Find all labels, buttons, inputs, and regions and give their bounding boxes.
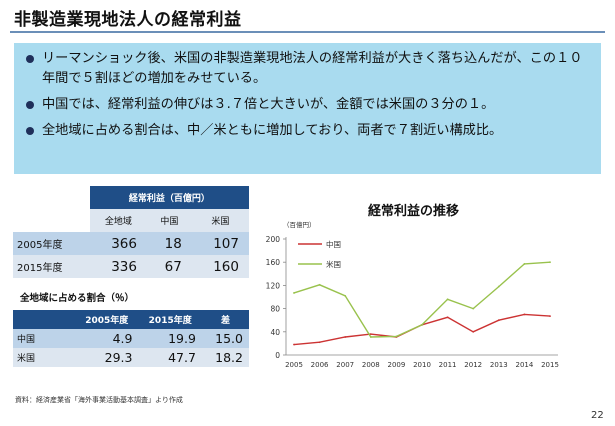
data-point bbox=[293, 292, 295, 294]
data-point bbox=[497, 319, 500, 322]
bullet-dot-icon bbox=[26, 127, 34, 135]
data-point bbox=[523, 313, 526, 316]
x-tick-label: 2005 bbox=[285, 361, 303, 369]
x-tick-label: 2011 bbox=[439, 361, 457, 369]
row-label: 2005年度 bbox=[13, 232, 90, 255]
title-divider bbox=[10, 31, 605, 33]
data-point bbox=[472, 330, 475, 333]
y-tick-label: 160 bbox=[266, 258, 281, 267]
bullet-item: リーマンショック後、米国の非製造業現地法人の経常利益が大きく落ち込んだが、この１… bbox=[26, 49, 591, 89]
table-row: 2015年度 336 67 160 bbox=[13, 255, 249, 278]
data-point bbox=[446, 316, 449, 319]
slide-title: 非製造業現地法人の経常利益 bbox=[14, 10, 242, 30]
column-header: 米国 bbox=[191, 209, 249, 232]
row-label: 中国 bbox=[13, 329, 75, 348]
x-tick-label: 2010 bbox=[413, 361, 431, 369]
data-point bbox=[369, 333, 372, 336]
data-point bbox=[318, 341, 321, 344]
table-header-row: 経常利益（百億円） bbox=[13, 186, 249, 209]
column-header: 差 bbox=[201, 310, 249, 329]
table-header-row: 2005年度 2015年度 差 bbox=[13, 310, 249, 329]
table-row: 2005年度 366 18 107 bbox=[13, 232, 249, 255]
legend-label: 中国 bbox=[326, 239, 341, 249]
data-point bbox=[446, 298, 449, 301]
legend-label: 米国 bbox=[326, 259, 341, 269]
x-tick-label: 2008 bbox=[362, 361, 380, 369]
data-point bbox=[421, 323, 423, 326]
table-cell: 18 bbox=[146, 232, 192, 255]
table-cell: 18.2 bbox=[201, 348, 249, 367]
data-point bbox=[497, 285, 500, 288]
column-header: 2005年度 bbox=[75, 310, 139, 329]
y-tick-label: 0 bbox=[275, 351, 280, 360]
y-tick-label: 80 bbox=[270, 305, 280, 314]
data-point bbox=[369, 336, 372, 338]
bullet-item: 全地域に占める割合は、中／米ともに増加しており、両者で７割近い構成比。 bbox=[26, 121, 591, 141]
data-point bbox=[549, 315, 551, 318]
row-label: 2015年度 bbox=[13, 255, 90, 278]
x-tick-label: 2009 bbox=[387, 361, 405, 369]
y-tick-label: 200 bbox=[266, 235, 281, 244]
table-cell: 19.9 bbox=[138, 329, 202, 348]
source-note: 資料：経済産業省「海外事業活動基本調査」より作成 bbox=[15, 396, 183, 404]
data-point bbox=[549, 261, 551, 264]
table-header-row: 全地域 中国 米国 bbox=[13, 209, 249, 232]
column-header: 2015年度 bbox=[138, 310, 202, 329]
profit-table: 経常利益（百億円） 全地域 中国 米国 2005年度 366 18 107 20… bbox=[13, 186, 249, 278]
share-table-caption: 全地域に占める割合（％） bbox=[20, 293, 135, 304]
table-cell: 4.9 bbox=[75, 329, 139, 348]
data-point bbox=[293, 343, 295, 346]
series-line-2 bbox=[293, 261, 551, 338]
data-point bbox=[344, 336, 347, 338]
summary-box: リーマンショック後、米国の非製造業現地法人の経常利益が大きく落ち込んだが、この１… bbox=[14, 43, 601, 174]
x-tick-label: 2012 bbox=[464, 361, 482, 369]
data-point bbox=[472, 307, 475, 310]
table-cell: 15.0 bbox=[201, 329, 249, 348]
bullet-item: 中国では、経常利益の伸びは３.７倍と大きいが、金額では米国の３分の１。 bbox=[26, 95, 591, 115]
data-point bbox=[344, 294, 347, 297]
data-point bbox=[523, 263, 526, 265]
table-cell: 47.7 bbox=[138, 348, 202, 367]
table-cell: 366 bbox=[89, 232, 147, 255]
page-number: 22 bbox=[591, 410, 604, 421]
x-tick-label: 2007 bbox=[336, 361, 354, 369]
table-group-header: 経常利益（百億円） bbox=[89, 186, 249, 209]
series-line-1 bbox=[293, 313, 551, 346]
table-row: 米国 29.3 47.7 18.2 bbox=[13, 348, 249, 367]
profit-trend-chart: 0 40 80 120 160 200 2005 2006 2007 2008 2009 2010 20… bbox=[266, 235, 559, 369]
x-tick-label: 2015 bbox=[541, 361, 559, 369]
chart-title: 経常利益の推移 bbox=[368, 204, 460, 219]
data-point bbox=[395, 335, 398, 338]
x-tick-label: 2014 bbox=[515, 361, 533, 369]
column-header bbox=[13, 310, 75, 329]
table-cell: 107 bbox=[191, 232, 249, 255]
y-tick-label: 120 bbox=[266, 281, 281, 290]
bullet-dot-icon bbox=[26, 55, 34, 63]
table-cell: 336 bbox=[89, 255, 147, 278]
chart-unit-label: （百億円） bbox=[283, 221, 316, 229]
table-cell: 29.3 bbox=[75, 348, 139, 367]
table-cell: 67 bbox=[146, 255, 192, 278]
x-tick-label: 2006 bbox=[311, 361, 329, 369]
share-table: 2005年度 2015年度 差 中国 4.9 19.9 15.0 米国 29.3… bbox=[13, 310, 249, 367]
row-label: 米国 bbox=[13, 348, 75, 367]
column-header: 中国 bbox=[146, 209, 192, 232]
bullet-dot-icon bbox=[26, 101, 34, 109]
table-row: 中国 4.9 19.9 15.0 bbox=[13, 329, 249, 348]
column-header: 全地域 bbox=[89, 209, 147, 232]
data-point bbox=[318, 283, 321, 286]
y-tick-label: 40 bbox=[270, 328, 280, 337]
table-cell: 160 bbox=[191, 255, 249, 278]
x-tick-label: 2013 bbox=[490, 361, 508, 369]
